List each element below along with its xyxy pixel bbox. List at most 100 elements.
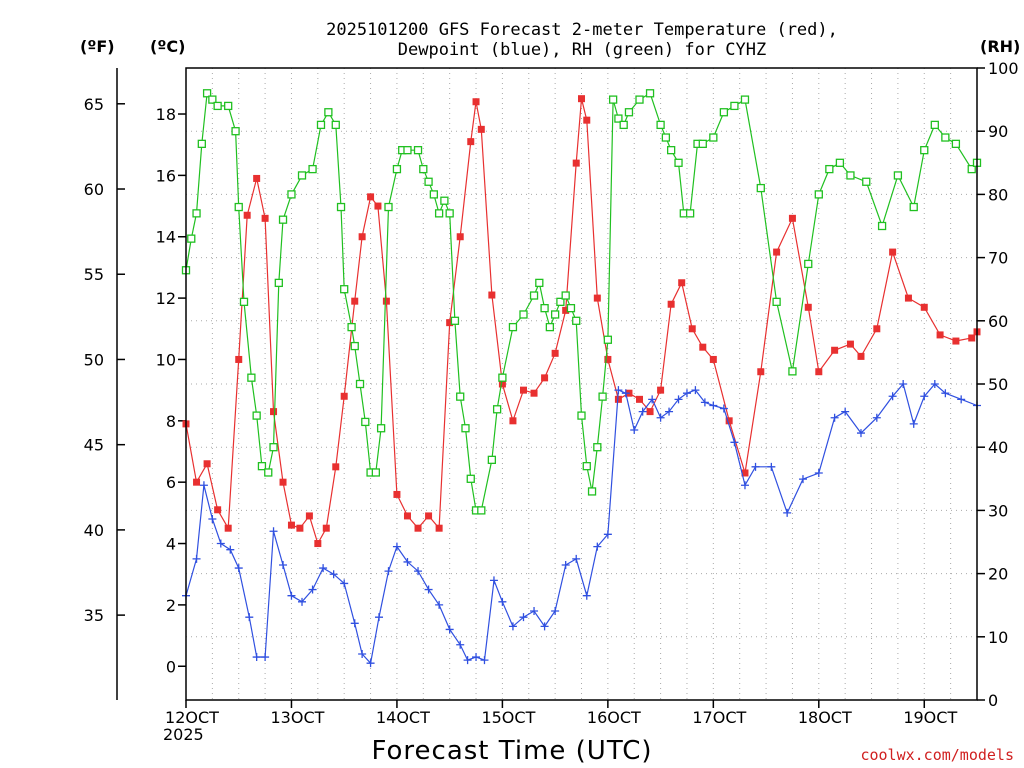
- data-point: [767, 462, 776, 471]
- data-point: [498, 380, 506, 388]
- data-point: [252, 653, 261, 662]
- data-point: [245, 613, 254, 622]
- data-point: [566, 304, 576, 313]
- data-point: [384, 567, 393, 576]
- series-group: [182, 95, 981, 548]
- data-point: [709, 133, 718, 142]
- data-point: [193, 478, 201, 486]
- x-tick-label: 19OCT: [903, 708, 957, 727]
- data-point: [608, 95, 618, 104]
- data-point: [645, 89, 655, 98]
- data-point: [540, 304, 549, 313]
- data-point: [456, 640, 465, 649]
- x-tick-label: 18OCT: [798, 708, 852, 727]
- data-point: [909, 202, 918, 212]
- celsius-tick-label: 14: [156, 228, 176, 247]
- celsius-tick-label: 0: [166, 657, 176, 676]
- data-point: [678, 279, 686, 287]
- data-point: [519, 386, 527, 394]
- data-point: [340, 392, 348, 400]
- data-point: [529, 291, 539, 300]
- celsius-tick-label: 6: [166, 473, 176, 492]
- data-point: [725, 417, 733, 425]
- data-point: [561, 561, 570, 570]
- data-point: [667, 300, 675, 308]
- data-point: [582, 462, 591, 471]
- data-point: [899, 380, 908, 388]
- data-point: [508, 322, 518, 332]
- fahrenheit-tick-label: 65: [84, 95, 104, 114]
- data-point: [446, 319, 454, 327]
- data-point: [698, 139, 707, 148]
- data-point: [572, 316, 581, 325]
- data-point: [830, 413, 839, 422]
- data-point: [419, 164, 428, 174]
- data-point: [461, 424, 470, 433]
- fahrenheit-tick-label: 45: [84, 436, 104, 455]
- data-point: [930, 120, 939, 130]
- data-point: [730, 101, 739, 111]
- x-tick-label: 14OCT: [376, 708, 430, 727]
- data-point: [247, 373, 256, 382]
- data-point: [815, 368, 823, 376]
- data-point: [435, 524, 443, 532]
- data-point: [835, 158, 845, 167]
- data-point: [371, 468, 380, 477]
- data-point: [358, 233, 366, 241]
- data-point: [297, 171, 307, 180]
- data-point: [264, 468, 273, 477]
- data-point: [614, 395, 622, 403]
- data-point: [208, 514, 217, 523]
- data-point: [665, 407, 674, 416]
- series-group: [182, 380, 981, 668]
- data-point: [603, 530, 612, 539]
- data-point: [202, 89, 212, 98]
- data-point: [740, 95, 750, 104]
- data-point: [657, 386, 665, 394]
- data-point: [393, 490, 401, 498]
- data-point: [873, 325, 881, 333]
- data-point: [941, 133, 950, 142]
- data-point: [814, 190, 823, 199]
- data-point: [661, 133, 671, 142]
- rh-tick-label: 90: [988, 122, 1008, 141]
- data-point: [347, 322, 356, 332]
- data-point: [577, 411, 586, 420]
- data-point: [440, 196, 449, 205]
- data-point: [487, 455, 497, 464]
- data-point: [350, 619, 359, 628]
- data-point: [213, 101, 222, 111]
- data-point: [322, 524, 330, 532]
- rh-tick-label: 100: [988, 59, 1019, 78]
- data-point: [425, 512, 433, 520]
- data-point: [269, 443, 278, 452]
- celsius-tick-label: 16: [156, 166, 176, 185]
- data-point: [355, 379, 365, 389]
- series-group: [181, 89, 982, 515]
- data-point: [374, 202, 382, 210]
- data-point: [467, 138, 475, 146]
- data-point: [604, 355, 612, 363]
- rh-unit-label: (RH): [980, 37, 1020, 56]
- data-point: [614, 386, 623, 395]
- rh-tick-label: 10: [988, 628, 1008, 647]
- data-point: [384, 202, 393, 212]
- data-point: [700, 398, 709, 407]
- x-tick-label: 16OCT: [587, 708, 641, 727]
- data-point: [583, 116, 591, 124]
- data-point: [489, 576, 498, 585]
- data-point: [224, 101, 233, 111]
- data-point: [519, 310, 528, 319]
- data-point: [540, 622, 549, 631]
- data-point: [445, 625, 454, 634]
- data-point: [841, 407, 850, 416]
- celsius-tick-label: 18: [156, 105, 176, 124]
- data-point: [630, 426, 639, 435]
- rh-tick-label: 80: [988, 185, 1008, 204]
- data-point: [226, 545, 235, 554]
- data-point: [648, 395, 657, 404]
- series-line: [185, 91, 978, 511]
- data-point: [920, 392, 929, 401]
- data-point: [872, 413, 881, 422]
